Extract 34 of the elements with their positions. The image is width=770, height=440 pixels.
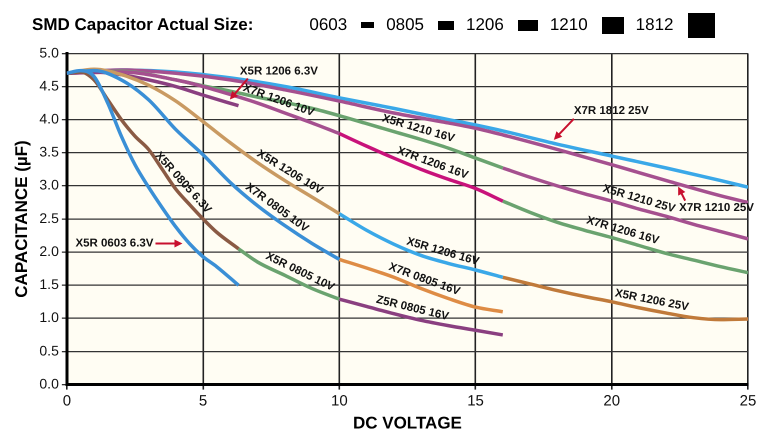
y-tick-label: 3.5 [39, 144, 60, 160]
y-tick-label: 4.0 [39, 110, 60, 126]
y-axis-title: CAPACITANCE (µF) [12, 140, 31, 298]
x-tick-label: 10 [330, 392, 348, 410]
x-tick-label: 0 [62, 392, 72, 410]
y-tick-label: 2.0 [39, 242, 60, 259]
y-tick-label: 0.0 [39, 375, 60, 392]
text: 1206 [466, 15, 504, 35]
text: 0805 [386, 15, 424, 35]
text: X5R 0603 6.3V [75, 238, 154, 250]
y-tick-label: 4.5 [39, 77, 60, 94]
text: 1210 [550, 15, 588, 35]
x-tick-label: 15 [467, 392, 484, 410]
y-tick-label: 0.5 [39, 342, 60, 358]
y-tick-label: 1.0 [39, 309, 60, 326]
y-tick-label: 2.5 [39, 210, 60, 226]
x-tick-label: 5 [198, 392, 208, 410]
y-tick-label: 3.0 [39, 176, 60, 193]
x-axis-title: DC VOLTAGE [352, 413, 462, 432]
x-tick-label: 20 [603, 392, 620, 410]
text: 1812 [636, 15, 674, 35]
text: X5R 1206 6.3V [240, 66, 318, 78]
y-tick-label: 5.0 [39, 44, 60, 60]
text: X5R 0805 10V [264, 250, 336, 294]
text: X5R 1210 16V [380, 112, 456, 146]
x-tick-label: 25 [740, 392, 756, 410]
chart-title: SMD Capacitor Actual Size: [32, 15, 254, 35]
y-tick-label: 1.5 [39, 276, 60, 292]
text: X7R 1206 16V [395, 144, 470, 182]
text: X7R 1206 16V [585, 214, 661, 248]
text: X5R 1206 25V [614, 287, 690, 314]
text: 0603 [309, 15, 348, 35]
text: X5R 1210 25V [601, 182, 677, 216]
text: X7R 1206 10V [241, 82, 316, 120]
